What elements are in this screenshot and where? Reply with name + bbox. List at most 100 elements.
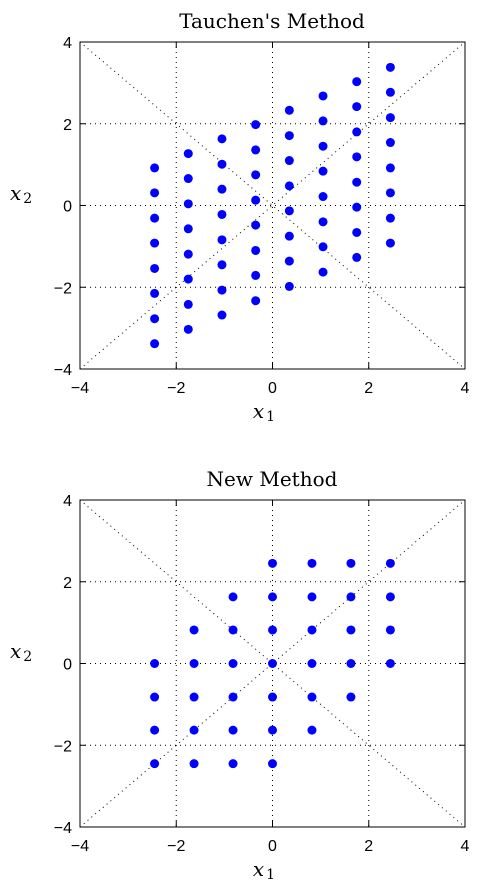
data-point	[318, 192, 328, 202]
data-point	[228, 692, 238, 702]
data-point	[150, 314, 160, 324]
data-point	[307, 725, 317, 735]
data-point	[268, 725, 277, 735]
data-point	[150, 692, 160, 702]
data-point	[284, 181, 294, 191]
data-point	[318, 116, 328, 126]
data-point	[346, 558, 356, 568]
data-point	[385, 213, 395, 223]
data-point	[251, 145, 261, 155]
data-point	[183, 249, 193, 259]
data-point	[268, 558, 277, 568]
data-point	[189, 659, 199, 668]
data-point	[251, 245, 261, 255]
data-point	[228, 659, 238, 668]
data-point	[307, 692, 317, 702]
data-point	[346, 625, 356, 635]
data-point	[217, 235, 227, 245]
data-point	[228, 759, 238, 769]
data-point	[284, 156, 294, 166]
data-point	[150, 263, 160, 273]
data-point	[385, 659, 395, 668]
data-point	[150, 213, 160, 223]
data-point	[189, 625, 199, 635]
data-point	[183, 174, 193, 184]
data-point	[284, 256, 294, 266]
data-point	[150, 188, 160, 198]
data-point	[217, 285, 227, 295]
x-tick-label: 4	[461, 838, 470, 855]
y-tick-label: −2	[54, 738, 72, 755]
data-point	[150, 759, 160, 769]
data-point	[183, 199, 193, 209]
data-point	[284, 131, 294, 141]
data-point	[385, 625, 395, 635]
data-point	[284, 281, 294, 291]
diagonal-line	[79, 41, 466, 370]
data-point	[183, 149, 193, 159]
x-tick-label: 4	[461, 380, 470, 397]
data-point	[268, 625, 277, 635]
y-tick-label: 4	[63, 35, 72, 52]
data-point	[228, 625, 238, 635]
diagonal-line	[79, 499, 466, 828]
data-point	[150, 288, 160, 298]
data-point	[385, 62, 395, 72]
data-point	[346, 659, 356, 668]
data-point	[318, 242, 328, 252]
data-point	[150, 339, 160, 349]
data-point	[318, 91, 328, 101]
data-point	[251, 195, 261, 205]
chart-title: New Method	[207, 467, 338, 491]
data-point	[251, 220, 261, 230]
data-point	[318, 141, 328, 151]
data-point	[385, 558, 395, 568]
data-point	[352, 177, 362, 187]
data-point	[268, 692, 277, 702]
data-point	[217, 184, 227, 194]
x-tick-label: −4	[71, 380, 89, 397]
data-point	[352, 77, 362, 87]
data-point	[385, 238, 395, 248]
data-point	[385, 138, 395, 148]
x-tick-label: 2	[364, 380, 373, 397]
data-point	[268, 759, 277, 769]
data-point	[217, 310, 227, 320]
data-point	[228, 592, 238, 602]
data-point	[385, 188, 395, 198]
data-point	[251, 120, 261, 130]
data-point	[352, 227, 362, 237]
data-point	[346, 592, 356, 602]
x-tick-label: −4	[71, 838, 89, 855]
data-point	[352, 152, 362, 162]
chart-title: Tauchen's Method	[179, 9, 365, 33]
data-point	[217, 134, 227, 144]
data-point	[251, 296, 261, 306]
data-point	[318, 166, 328, 176]
x-tick-label: −2	[167, 838, 185, 855]
y-tick-label: −4	[54, 820, 72, 837]
x-tick-label: 0	[268, 380, 277, 397]
data-point	[307, 625, 317, 635]
data-point	[150, 238, 160, 248]
data-point	[228, 725, 238, 735]
y-tick-label: 2	[63, 575, 72, 592]
data-point	[189, 759, 199, 769]
y-tick-label: −4	[54, 362, 72, 379]
data-point	[150, 725, 160, 735]
data-point	[189, 692, 199, 702]
x-tick-label: 0	[268, 838, 277, 855]
data-point	[251, 170, 261, 180]
data-point	[307, 592, 317, 602]
data-point	[318, 267, 328, 277]
data-point	[217, 159, 227, 169]
x-tick-label: −2	[167, 380, 185, 397]
data-point	[189, 725, 199, 735]
data-point	[183, 274, 193, 284]
y-tick-label: 2	[63, 117, 72, 134]
